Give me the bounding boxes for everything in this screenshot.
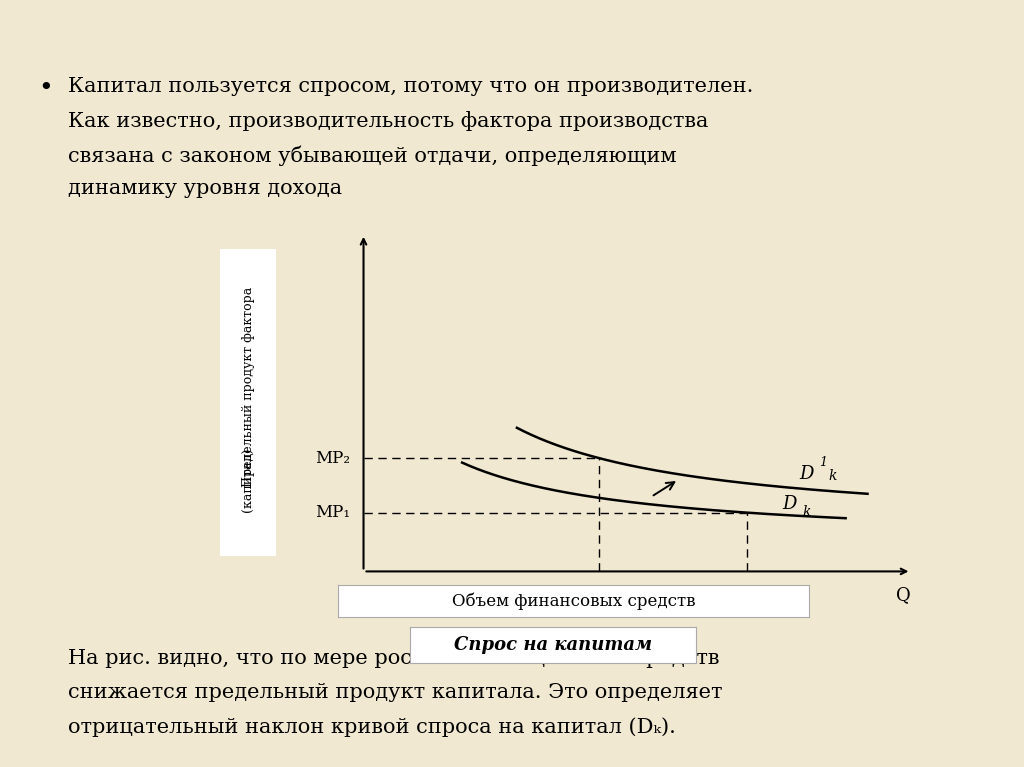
Text: Q₁: Q₁ (589, 587, 609, 604)
Text: D: D (782, 495, 797, 512)
Text: 1: 1 (819, 456, 827, 469)
Text: MP₁: MP₁ (314, 504, 350, 521)
Text: k: k (828, 469, 837, 482)
Text: Предельный продукт фактора: Предельный продукт фактора (242, 287, 255, 488)
Text: связана с законом убывающей отдачи, определяющим: связана с законом убывающей отдачи, опре… (68, 145, 677, 166)
Text: Q: Q (896, 587, 910, 604)
Text: На рис. видно, что по мере роста инвестиционных средств: На рис. видно, что по мере роста инвести… (68, 649, 720, 668)
Text: MP₂: MP₂ (314, 449, 350, 466)
Text: отрицательный наклон кривой спроса на капитал (Dₖ).: отрицательный наклон кривой спроса на ка… (68, 717, 676, 736)
Text: (капитал): (капитал) (242, 447, 255, 512)
Text: •: • (38, 77, 53, 100)
Text: снижается предельный продукт капитала. Это определяет: снижается предельный продукт капитала. Э… (68, 683, 723, 702)
Text: динамику уровня дохода: динамику уровня дохода (68, 179, 342, 198)
Text: Как известно, производительность фактора производства: Как известно, производительность фактора… (68, 111, 709, 131)
Text: Объем финансовых средств: Объем финансовых средств (452, 593, 695, 610)
Text: Спрос на капитам: Спрос на капитам (454, 636, 652, 654)
Text: k: k (803, 505, 811, 519)
Text: D: D (799, 465, 813, 482)
Text: Капитал пользуется спросом, потому что он производителен.: Капитал пользуется спросом, потому что о… (68, 77, 754, 96)
Text: Q₂: Q₂ (737, 587, 757, 604)
